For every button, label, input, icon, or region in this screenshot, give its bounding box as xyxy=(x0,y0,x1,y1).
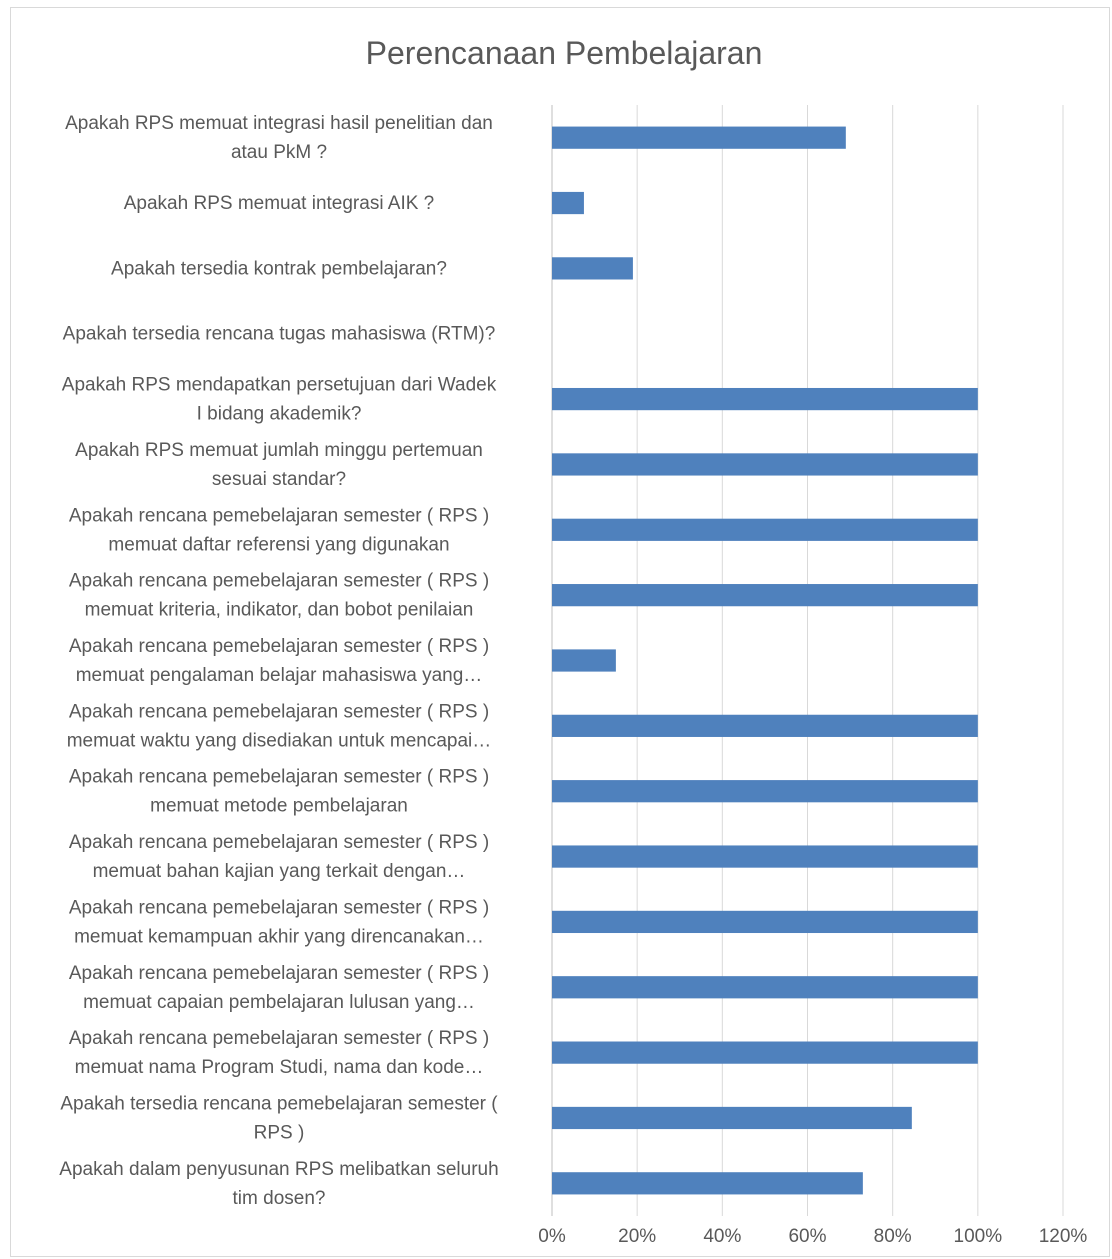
chart-frame: Apakah RPS memuat integrasi hasil peneli… xyxy=(10,7,1110,1257)
gridlines xyxy=(551,105,1064,1216)
category-label-line: memuat kriteria, indikator, dan bobot pe… xyxy=(85,600,474,621)
category-label: Apakah RPS mendapatkan persetujuan dari … xyxy=(62,375,497,425)
category-label-line: Apakah rencana pemebelajaran semester ( … xyxy=(69,505,489,526)
category-label-line: atau PkM ? xyxy=(231,142,327,163)
category-label: Apakah rencana pemebelajaran semester ( … xyxy=(69,832,489,882)
category-label-line: Apakah rencana pemebelajaran semester ( … xyxy=(69,767,489,788)
bar xyxy=(552,257,633,280)
x-axis-ticks: 0% 20% 40% 60% 80% 100% 120% xyxy=(538,1226,1087,1247)
category-label-line: Apakah rencana pemebelajaran semester ( … xyxy=(69,832,489,853)
x-tick-label: 80% xyxy=(874,1226,912,1247)
category-label-line: tim dosen? xyxy=(233,1188,326,1209)
category-label-line: memuat nama Program Studi, nama dan kode… xyxy=(75,1057,484,1078)
category-label: Apakah rencana pemebelajaran semester ( … xyxy=(69,1028,489,1078)
category-label-line: Apakah RPS memuat jumlah minggu pertemua… xyxy=(75,440,483,461)
category-label-line: Apakah rencana pemebelajaran semester ( … xyxy=(69,963,489,984)
category-label-line: Apakah rencana pemebelajaran semester ( … xyxy=(69,701,489,722)
x-tick-label: 100% xyxy=(954,1226,1003,1247)
bar xyxy=(552,845,978,868)
bar-chart: Apakah RPS memuat integrasi hasil peneli… xyxy=(59,35,1087,1247)
category-label-line: memuat daftar referensi yang digunakan xyxy=(108,534,449,555)
category-labels: Apakah RPS memuat integrasi hasil peneli… xyxy=(59,113,498,1209)
bar xyxy=(552,976,978,999)
category-label-line: Apakah tersedia rencana pemebelajaran se… xyxy=(60,1093,498,1114)
bar xyxy=(552,453,978,476)
category-label-line: Apakah tersedia rencana tugas mahasiswa … xyxy=(63,324,496,345)
category-label-line: Apakah dalam penyusunan RPS melibatkan s… xyxy=(59,1159,498,1180)
category-label-line: Apakah RPS memuat integrasi hasil peneli… xyxy=(65,113,493,134)
category-label: Apakah RPS memuat integrasi hasil peneli… xyxy=(65,113,493,163)
category-label: Apakah rencana pemebelajaran semester ( … xyxy=(67,701,492,751)
category-label: Apakah RPS memuat integrasi AIK ? xyxy=(124,193,435,214)
category-label-line: I bidang akademik? xyxy=(197,404,362,425)
bar xyxy=(552,1172,863,1195)
bar xyxy=(552,649,616,672)
bar xyxy=(552,910,978,934)
bars xyxy=(552,126,978,1195)
category-label: Apakah rencana pemebelajaran semester ( … xyxy=(69,571,489,621)
x-tick-label: 0% xyxy=(538,1226,566,1247)
category-label-line: RPS ) xyxy=(254,1122,305,1143)
category-label-line: memuat bahan kajian yang terkait dengan… xyxy=(93,861,466,882)
bar xyxy=(552,387,978,411)
bar xyxy=(552,584,978,607)
chart-title: Perencanaan Pembelajaran xyxy=(366,35,763,71)
category-label: Apakah rencana pemebelajaran semester ( … xyxy=(69,636,489,686)
category-label: Apakah tersedia rencana pemebelajaran se… xyxy=(60,1093,498,1143)
bar xyxy=(552,518,978,541)
category-label-line: Apakah RPS memuat integrasi AIK ? xyxy=(124,193,435,214)
bar xyxy=(552,126,846,149)
category-label: Apakah dalam penyusunan RPS melibatkan s… xyxy=(59,1159,498,1209)
category-label-line: Apakah rencana pemebelajaran semester ( … xyxy=(69,636,489,657)
category-label: Apakah rencana pemebelajaran semester ( … xyxy=(69,963,489,1013)
category-label-line: Apakah rencana pemebelajaran semester ( … xyxy=(69,571,489,592)
x-tick-label: 20% xyxy=(618,1226,656,1247)
category-label: Apakah tersedia rencana tugas mahasiswa … xyxy=(63,324,496,345)
bar xyxy=(552,714,978,737)
category-label-line: memuat capaian pembelajaran lulusan yang… xyxy=(83,992,475,1013)
category-label-line: Apakah rencana pemebelajaran semester ( … xyxy=(69,1028,489,1049)
category-label: Apakah RPS memuat jumlah minggu pertemua… xyxy=(75,440,483,490)
bar xyxy=(552,1106,912,1130)
category-label-line: Apakah tersedia kontrak pembelajaran? xyxy=(111,258,447,279)
category-label: Apakah rencana pemebelajaran semester ( … xyxy=(69,897,489,947)
category-label-line: memuat kemampuan akhir yang direncanakan… xyxy=(74,926,484,947)
category-label-line: memuat pengalaman belajar mahasiswa yang… xyxy=(76,665,483,686)
category-label-line: memuat metode pembelajaran xyxy=(150,796,408,817)
category-label-line: memuat waktu yang disediakan untuk menca… xyxy=(67,730,492,751)
category-label: Apakah tersedia kontrak pembelajaran? xyxy=(111,258,447,279)
bar xyxy=(552,1041,978,1064)
bar xyxy=(552,191,584,215)
category-label: Apakah rencana pemebelajaran semester ( … xyxy=(69,505,489,555)
x-tick-label: 60% xyxy=(788,1226,826,1247)
category-label-line: Apakah RPS mendapatkan persetujuan dari … xyxy=(62,375,497,396)
category-label-line: sesuai standar? xyxy=(212,469,346,490)
x-tick-label: 120% xyxy=(1039,1226,1088,1247)
category-label-line: Apakah rencana pemebelajaran semester ( … xyxy=(69,897,489,918)
x-tick-label: 40% xyxy=(703,1226,741,1247)
category-label: Apakah rencana pemebelajaran semester ( … xyxy=(69,767,489,817)
bar xyxy=(552,780,978,803)
